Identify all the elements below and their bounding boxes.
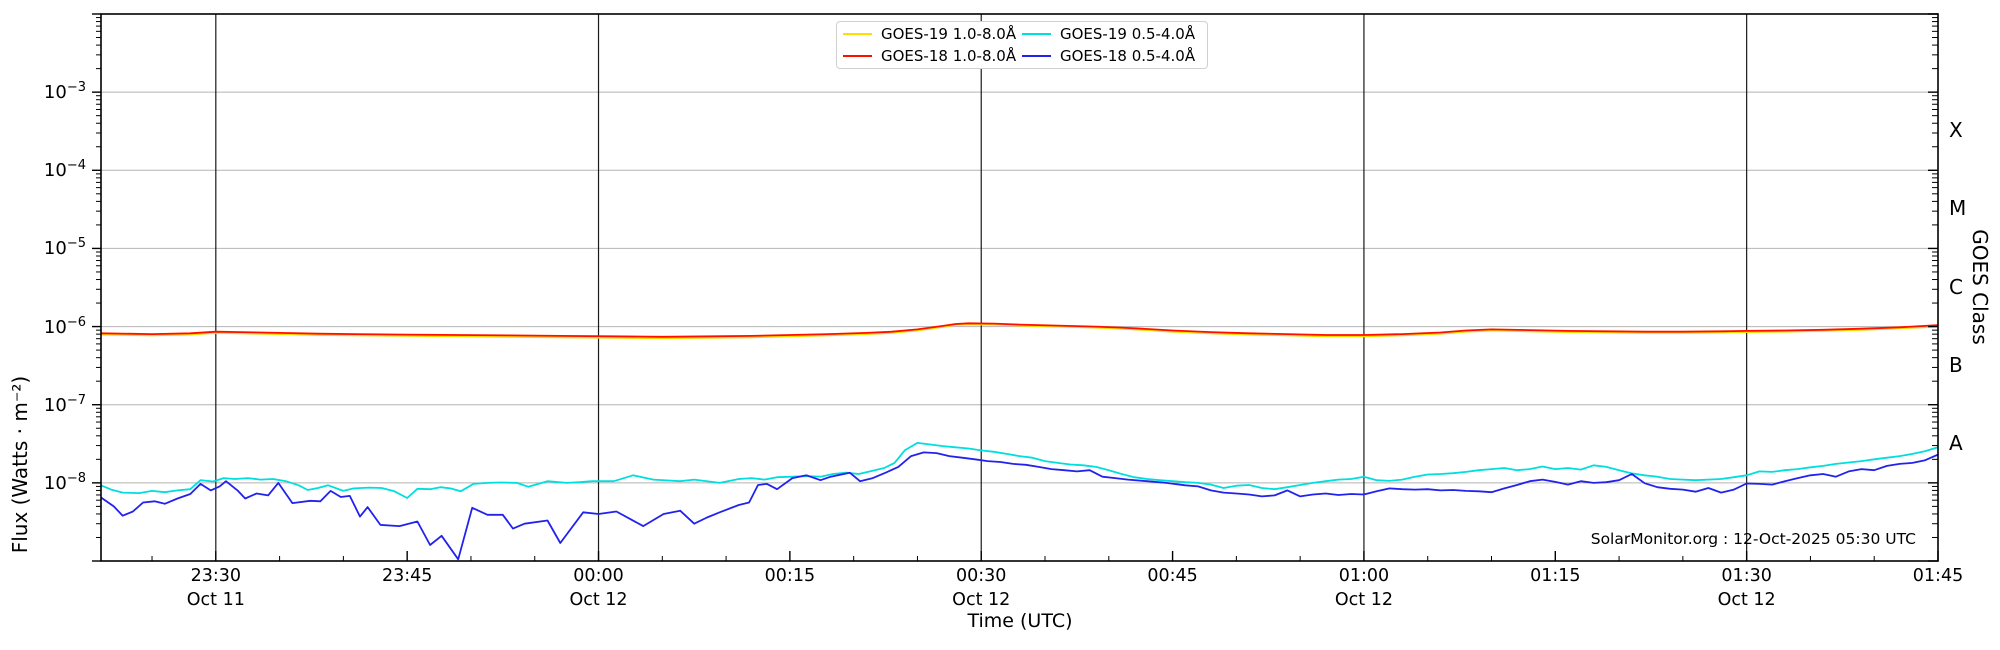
legend-label: GOES-19 1.0-8.0Å — [881, 25, 1017, 43]
x-tick-label: 00:15 — [764, 566, 816, 586]
y-tick-label: 10−5 — [43, 236, 86, 260]
x-date-label: Oct 11 — [186, 590, 245, 610]
y-tick-label: 10−7 — [43, 392, 86, 416]
legend-item: GOES-19 1.0-8.0Å — [843, 25, 1022, 43]
series-line-2 — [101, 441, 1938, 499]
x-tick-label: 23:30 — [190, 566, 242, 586]
goes-class-letter: B — [1949, 352, 1963, 377]
x-tick-label: 00:30 — [956, 566, 1007, 586]
goes-class-letter: M — [1949, 196, 1967, 221]
series-line-0 — [101, 323, 1938, 340]
x-tick-label: 01:45 — [1912, 566, 1964, 586]
watermark: SolarMonitor.org : 12-Oct-2025 05:30 UTC — [1590, 530, 1916, 548]
legend-label: GOES-18 0.5-4.0Å — [1060, 47, 1196, 65]
legend-swatch-goes18-long-icon — [843, 55, 872, 57]
legend-swatch-goes19-long-icon — [843, 33, 872, 35]
x-tick-label: 23:45 — [381, 566, 433, 586]
goes-class-letter: A — [1949, 430, 1963, 455]
plot-frame — [100, 13, 1939, 562]
x-tick-label: 00:45 — [1147, 566, 1198, 586]
x-tick-label: 00:00 — [573, 566, 624, 586]
x-date-label: Oct 12 — [1717, 590, 1776, 610]
y-tick-label: 10−3 — [43, 80, 86, 104]
y-tick-label: 10−4 — [43, 158, 86, 182]
legend: GOES-19 1.0-8.0Å GOES-18 1.0-8.0Å GOES-1… — [836, 21, 1208, 69]
legend-label: GOES-19 0.5-4.0Å — [1060, 25, 1196, 43]
legend-swatch-goes19-short-icon — [1022, 33, 1051, 35]
goes-class-letter: C — [1949, 274, 1963, 299]
series-line-3 — [101, 451, 1938, 561]
x-date-label: Oct 12 — [569, 590, 628, 610]
x-date-label: Oct 12 — [952, 590, 1011, 610]
x-axis-label: Time (UTC) — [967, 610, 1073, 632]
x-tick-label: 01:15 — [1530, 566, 1581, 586]
x-tick-label: 01:30 — [1721, 566, 1772, 586]
y-tick-label: 10−6 — [43, 314, 86, 338]
legend-swatch-goes18-short-icon — [1022, 55, 1051, 57]
legend-label: GOES-18 1.0-8.0Å — [881, 47, 1017, 65]
legend-item: GOES-18 0.5-4.0Å — [1022, 47, 1201, 65]
y-tick-label: 10−8 — [43, 470, 86, 494]
series-line-1 — [101, 322, 1938, 338]
goes-class-letter: X — [1949, 118, 1963, 143]
legend-item: GOES-19 0.5-4.0Å — [1022, 25, 1201, 43]
right-axis-label: GOES Class — [1968, 229, 1992, 345]
legend-item: GOES-18 1.0-8.0Å — [843, 47, 1022, 65]
x-date-label: Oct 12 — [1334, 590, 1393, 610]
x-tick-label: 01:00 — [1338, 566, 1390, 586]
